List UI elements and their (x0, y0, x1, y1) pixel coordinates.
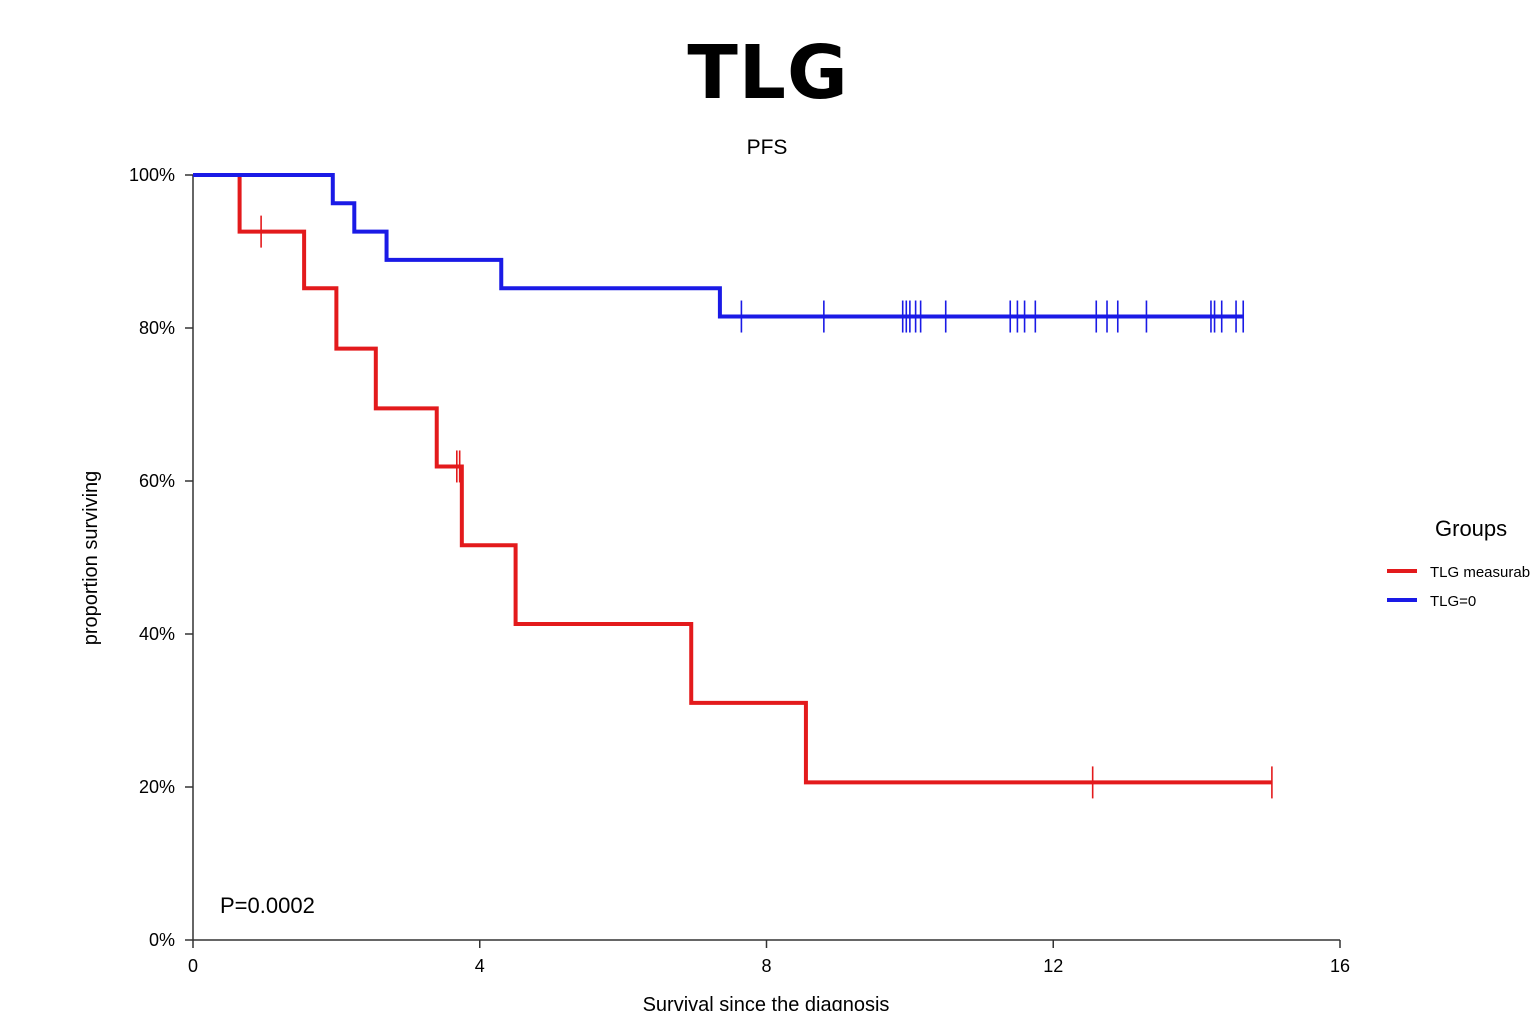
legend-title: Groups (1435, 516, 1507, 541)
x-tick-label: 8 (761, 956, 771, 976)
legend-entry: TLG measurab (1430, 564, 1530, 581)
x-axis-label: Survival since the diagnosis (643, 994, 890, 1011)
y-axis-label: proportion surviving (80, 471, 102, 646)
x-tick-label: 4 (475, 956, 485, 976)
series-line-1 (193, 173, 1244, 319)
x-tick-label: 12 (1043, 956, 1063, 976)
y-tick-label: 100% (129, 165, 175, 185)
p-value-annotation: P=0.0002 (220, 893, 315, 918)
chart-axes: 0% 20% 40% 60% 80% 100% 0 4 8 12 16 (129, 165, 1350, 976)
y-tick-label: 80% (139, 318, 175, 338)
y-tick-label: 20% (139, 777, 175, 797)
y-tick-label: 40% (139, 624, 175, 644)
chart-series (193, 173, 1273, 799)
x-tick-label: 0 (188, 956, 198, 976)
page-title: TLG (687, 30, 849, 116)
y-tick-label: 0% (149, 930, 175, 950)
chart-subtitle: PFS (746, 136, 788, 159)
x-tick-label: 16 (1330, 956, 1350, 976)
series-line-0 (193, 173, 1272, 785)
legend: Groups TLG measurab TLG=0 (1387, 516, 1530, 610)
y-tick-label: 60% (139, 471, 175, 491)
legend-entry: TLG=0 (1430, 593, 1476, 610)
